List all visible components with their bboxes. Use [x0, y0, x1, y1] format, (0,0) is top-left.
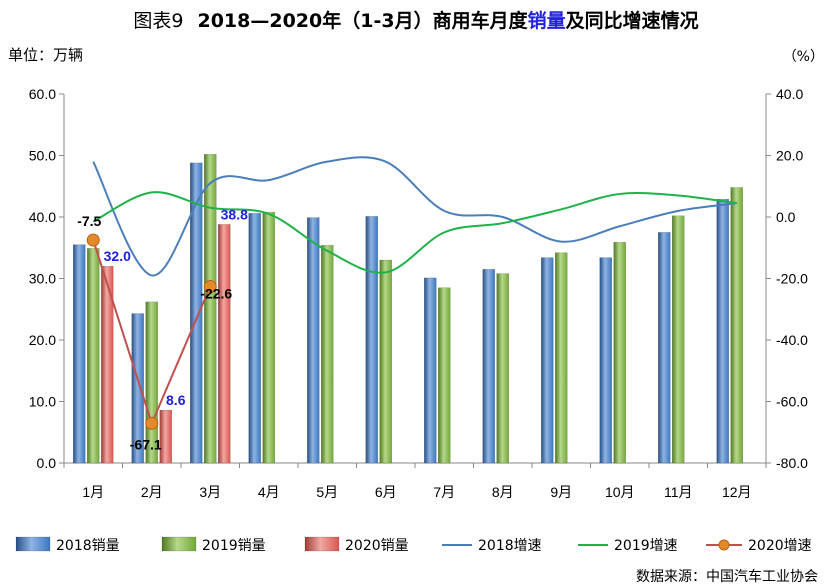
bar-2019销量 — [204, 154, 217, 464]
chart-title: 图表9 2018—2020年（1-3月）商用车月度销量及同比增速情况 — [0, 6, 832, 33]
x-tick-label: 10月 — [605, 484, 635, 500]
left-axis-unit: 单位：万辆 — [8, 46, 84, 64]
bar-2018销量 — [541, 257, 554, 464]
title-main-a: 2018—2020年（1-3月）商用车月度 — [197, 10, 528, 32]
line-2020-data-label: -22.6 — [200, 285, 232, 301]
data-source: 数据来源：中国汽车工业协会 — [636, 569, 818, 585]
right-axis-unit: （%） — [782, 49, 824, 65]
marker-2020增速 — [203, 279, 217, 293]
right-tick-label: 0.0 — [776, 209, 796, 225]
bar-2018销量 — [131, 313, 144, 464]
line-2018增速 — [92, 156, 737, 277]
right-tick-label: -80.0 — [776, 455, 808, 471]
legend-swatch — [161, 536, 197, 552]
bar-2020销量 — [101, 265, 114, 464]
title-highlight: 销量 — [527, 10, 566, 32]
left-tick-label: 0.0 — [37, 455, 57, 471]
left-tick-label: 30.0 — [29, 271, 56, 287]
bar-2020-data-label: 8.6 — [166, 392, 186, 408]
right-tick-label: 40.0 — [776, 86, 803, 102]
bar-2020-data-label: 32.0 — [104, 248, 131, 264]
right-tick-label: 20.0 — [776, 148, 803, 164]
bar-2018销量 — [307, 217, 320, 464]
bar-2020-data-label: 38.8 — [221, 206, 248, 222]
bar-2018销量 — [73, 244, 86, 464]
right-tick-label: -40.0 — [776, 332, 808, 348]
bar-2019销量 — [730, 187, 743, 464]
bar-2019销量 — [672, 215, 685, 464]
x-tick-label: 11月 — [664, 484, 693, 500]
line-2020-data-label: -7.5 — [77, 213, 101, 229]
figure-number: 图表9 — [133, 10, 184, 32]
bar-2020销量 — [218, 224, 231, 464]
legend-swatch — [15, 536, 51, 552]
x-tick-label: 4月 — [258, 484, 280, 500]
bar-2019销量 — [496, 273, 509, 464]
legend-swatch — [304, 536, 340, 552]
bar-2018销量 — [658, 232, 671, 464]
bar-2018销量 — [482, 269, 495, 464]
line-2020-data-label: -67.1 — [130, 436, 162, 452]
bar-2019销量 — [321, 245, 334, 464]
right-tick-label: -20.0 — [776, 271, 808, 287]
right-tick-label: -60.0 — [776, 394, 808, 410]
bar-2019销量 — [438, 287, 451, 464]
title-main-b: 及同比增速情况 — [565, 10, 699, 32]
left-tick-label: 50.0 — [29, 148, 56, 164]
bar-2018销量 — [365, 216, 378, 464]
marker-2020增速 — [86, 233, 100, 247]
bar-2019销量 — [379, 259, 392, 464]
x-tick-label: 7月 — [433, 484, 455, 500]
legend-label: 2019增速 — [614, 538, 678, 554]
bar-2020销量 — [159, 409, 172, 464]
x-tick-label: 5月 — [316, 484, 338, 500]
bar-2019销量 — [555, 252, 568, 464]
bar-2018销量 — [248, 213, 261, 464]
bar-2018销量 — [424, 277, 437, 464]
x-tick-label: 2月 — [141, 484, 163, 500]
x-tick-label: 6月 — [375, 484, 397, 500]
bar-2019销量 — [613, 241, 626, 464]
left-tick-label: 40.0 — [29, 209, 56, 225]
left-tick-label: 60.0 — [29, 86, 56, 102]
x-tick-label: 8月 — [492, 484, 514, 500]
line-2019增速 — [92, 191, 737, 274]
legend-label: 2020增速 — [748, 538, 812, 554]
bar-2018销量 — [716, 198, 729, 464]
bar-2018销量 — [599, 257, 612, 464]
bar-2019销量 — [87, 248, 100, 464]
legend-marker — [718, 539, 730, 551]
legend-label: 2018增速 — [478, 538, 542, 554]
bar-2019销量 — [262, 211, 275, 464]
x-tick-label: 9月 — [550, 484, 572, 500]
marker-2020增速 — [145, 416, 159, 430]
x-tick-label: 1月 — [82, 484, 104, 500]
bar-2018销量 — [190, 162, 203, 464]
left-tick-label: 20.0 — [29, 332, 56, 348]
x-tick-label: 12月 — [722, 484, 752, 500]
left-tick-label: 10.0 — [29, 394, 56, 410]
legend-label: 2018销量 — [56, 538, 120, 554]
legend-label: 2020销量 — [345, 538, 409, 554]
x-tick-label: 3月 — [199, 484, 221, 500]
legend-label: 2019销量 — [202, 538, 266, 554]
